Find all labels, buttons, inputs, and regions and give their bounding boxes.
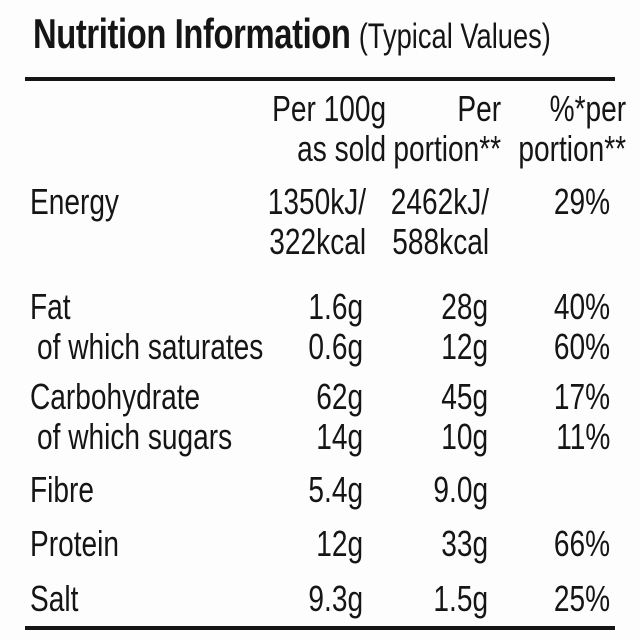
carbohydrate-per-portion: 45g xyxy=(441,376,488,417)
header-per-portion-line2: portion** xyxy=(393,128,502,169)
energy-per-100g-kj: 1350kJ/ xyxy=(267,181,367,222)
header-per-100g-line1: Per 100g xyxy=(272,88,387,129)
table-row-saturates: of which saturates 0.6g 12g 60% xyxy=(30,327,610,367)
header-per-portion-line1: Per xyxy=(457,88,502,129)
sugars-percent: 11% xyxy=(555,416,610,457)
table-row-fat: Fat 1.6g 28g 40% xyxy=(30,287,610,327)
header-nutrient-column xyxy=(30,89,240,169)
nutrient-name: Protein xyxy=(30,523,119,564)
label-title-row: Nutrition Information (Typical Values) xyxy=(33,10,551,68)
table-row-salt: Salt 9.3g 1.5g 25% xyxy=(30,579,610,619)
salt-percent: 25% xyxy=(553,578,610,619)
energy-per-100g-kcal: 322kcal xyxy=(269,221,367,262)
fat-per-100g: 1.6g xyxy=(308,286,363,327)
nutrition-label: Nutrition Information (Typical Values) P… xyxy=(0,10,640,640)
saturates-per-portion: 12g xyxy=(441,326,488,367)
nutrient-name: Salt xyxy=(30,578,79,619)
table-row-fibre: Fibre 5.4g 9.0g xyxy=(30,470,610,510)
energy-percent: 29% xyxy=(553,181,610,222)
header-per-portion: Per portion** xyxy=(363,89,501,169)
salt-per-100g: 9.3g xyxy=(308,578,363,619)
header-percent-line1: %*per xyxy=(549,88,627,129)
protein-percent: 66% xyxy=(553,523,610,564)
nutrient-name: of which sugars xyxy=(37,416,233,457)
saturates-per-100g: 0.6g xyxy=(308,326,363,367)
table-row-energy: Energy 1350kJ/ 322kcal 2462kJ/ 588kcal 2… xyxy=(30,182,610,262)
energy-per-100g: 1350kJ/ 322kcal xyxy=(240,181,367,262)
label-title: Nutrition Information xyxy=(33,10,351,57)
salt-per-portion: 1.5g xyxy=(433,578,488,619)
fibre-percent xyxy=(488,470,610,510)
sugars-per-100g: 14g xyxy=(316,416,363,457)
nutrient-name: Energy xyxy=(30,181,119,222)
carbohydrate-percent: 17% xyxy=(553,376,610,417)
header-percent-per-portion: %*per portion** xyxy=(488,89,626,169)
table-row-carbohydrate: Carbohydrate 62g 45g 17% xyxy=(30,377,610,417)
energy-per-portion: 2462kJ/ 588kcal xyxy=(363,181,490,262)
bottom-rule xyxy=(25,626,615,630)
header-percent-line2: portion** xyxy=(518,128,627,169)
carbohydrate-per-100g: 62g xyxy=(316,376,363,417)
energy-per-portion-kj: 2462kJ/ xyxy=(390,181,490,222)
energy-per-portion-kcal: 588kcal xyxy=(392,221,490,262)
table-row-sugars: of which sugars 14g 10g 11% xyxy=(30,417,610,457)
saturates-percent: 60% xyxy=(553,326,610,367)
top-rule xyxy=(25,77,615,81)
nutrient-name: Fibre xyxy=(30,469,94,510)
fibre-per-100g: 5.4g xyxy=(308,469,363,510)
nutrient-name: of which saturates xyxy=(37,326,264,367)
fibre-per-portion: 9.0g xyxy=(433,469,488,510)
table-row-protein: Protein 12g 33g 66% xyxy=(30,524,610,564)
protein-per-100g: 12g xyxy=(316,523,363,564)
sugars-per-portion: 10g xyxy=(441,416,488,457)
fat-percent: 40% xyxy=(553,286,610,327)
header-per-100g-line2: as sold xyxy=(297,128,387,169)
nutrient-name: Carbohydrate xyxy=(30,376,201,417)
protein-per-portion: 33g xyxy=(441,523,488,564)
label-title-note: (Typical Values) xyxy=(358,17,551,56)
header-per-100g: Per 100g as sold xyxy=(240,89,386,169)
fat-per-portion: 28g xyxy=(441,286,488,327)
column-headers: Per 100g as sold Per portion** %*per por… xyxy=(30,89,626,169)
nutrient-name: Fat xyxy=(30,286,71,327)
